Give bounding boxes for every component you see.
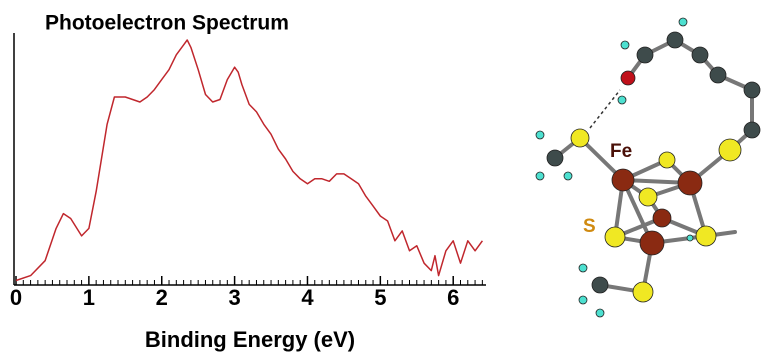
x-tick-label: 3 xyxy=(228,285,240,310)
x-tick-label: 4 xyxy=(301,285,314,310)
chart-title: Photoelectron Spectrum xyxy=(45,12,289,35)
hydrogen-bond xyxy=(590,90,620,128)
fe-label: Fe xyxy=(610,141,632,162)
x-tick-label: 0 xyxy=(10,285,22,310)
molecule: Fe S xyxy=(536,18,760,317)
figure: Photoelectron Spectrum Binding Energy (e… xyxy=(0,0,769,358)
x-tick-label: 1 xyxy=(83,285,95,310)
x-axis-label: Binding Energy (eV) xyxy=(145,327,355,352)
s-label: S xyxy=(583,216,596,237)
x-tick-label: 2 xyxy=(156,285,168,310)
x-tick-label: 5 xyxy=(374,285,386,310)
x-tick-label: 6 xyxy=(447,285,459,310)
spectrum-line xyxy=(16,40,482,281)
